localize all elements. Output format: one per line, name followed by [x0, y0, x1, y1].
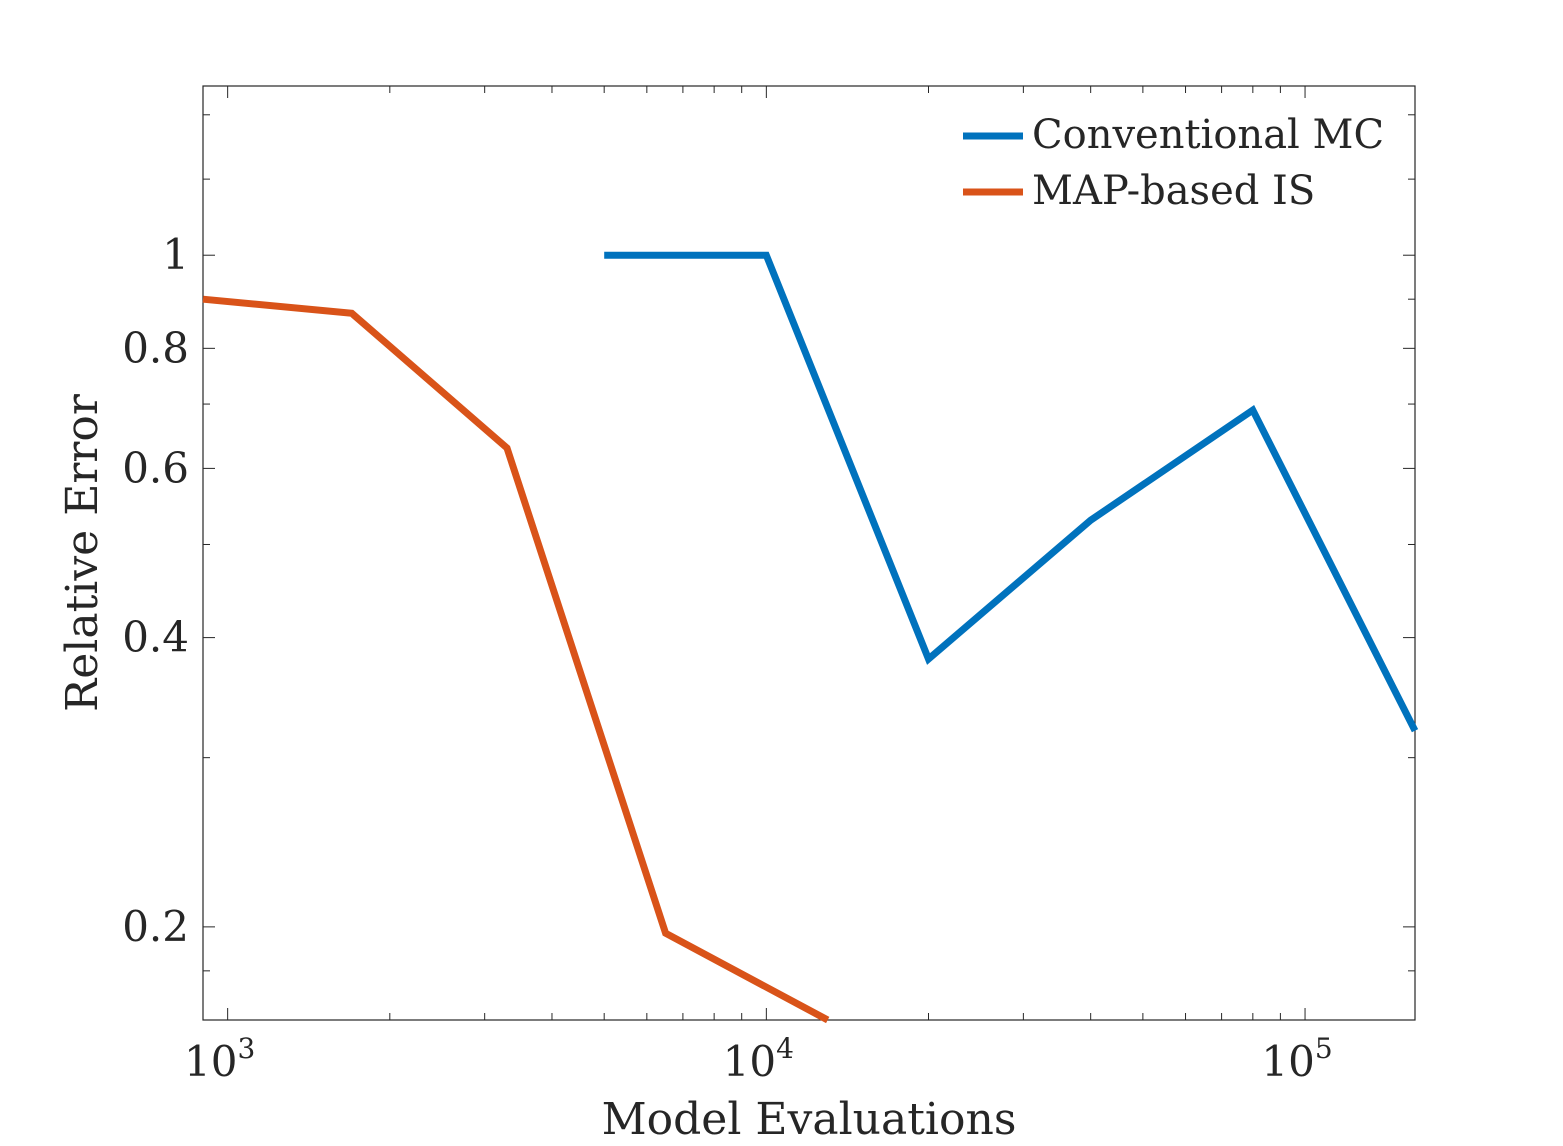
- series-line-map-based-is: [202, 295, 830, 1024]
- legend: Conventional MC MAP-based IS: [963, 112, 1384, 214]
- x-tick-label-exponent: 4: [776, 1032, 794, 1065]
- legend-label-conventional-mc: Conventional MC: [1032, 112, 1384, 158]
- x-tick-label: 103: [184, 1032, 255, 1086]
- plot-area: [202, 85, 1416, 1021]
- y-axis-label: Relative Error: [57, 393, 108, 712]
- legend-label-map-based-is: MAP-based IS: [1032, 168, 1315, 214]
- y-tick-label: 0.4: [122, 613, 189, 662]
- y-tick-label: 1: [162, 230, 189, 279]
- y-tick-label: 0.6: [122, 443, 189, 492]
- x-tick-label: 105: [1261, 1032, 1332, 1086]
- y-tick-label: 0.8: [122, 323, 189, 372]
- series-line-conventional-mc: [604, 251, 1419, 733]
- x-tick-label-base: 10: [184, 1037, 237, 1086]
- x-tick-label-base: 10: [723, 1037, 776, 1086]
- x-tick-label-base: 10: [1261, 1037, 1314, 1086]
- y-tick-label: 0.2: [122, 902, 189, 951]
- x-tick-label: 104: [723, 1032, 794, 1086]
- x-tick-label-exponent: 3: [237, 1032, 255, 1065]
- x-axis-label: Model Evaluations: [602, 1094, 1017, 1145]
- series-lines: [202, 251, 1419, 1024]
- x-tick-label-exponent: 5: [1315, 1032, 1333, 1065]
